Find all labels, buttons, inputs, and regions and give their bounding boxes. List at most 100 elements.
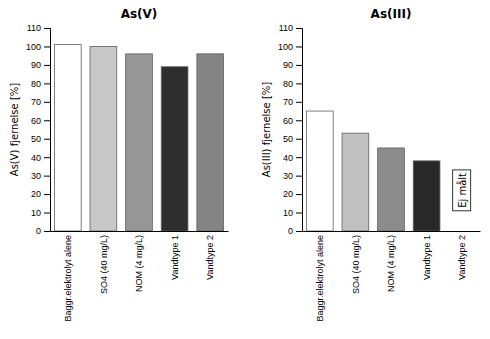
tick: 50 — [31, 134, 50, 144]
bar — [126, 54, 153, 231]
tick-mark — [296, 157, 302, 158]
tick: NOM (4 mg/L) — [134, 235, 144, 292]
tick-label: Baggr.elektrolyt alene — [63, 235, 73, 322]
tick: Baggr.elektrolyt alene — [315, 235, 325, 322]
tick: SO4 (40 mg/L) — [99, 235, 109, 294]
annotation: Ej målt — [456, 173, 468, 208]
bar — [90, 46, 117, 231]
tick: 20 — [31, 189, 50, 199]
tick-label: 60 — [283, 116, 293, 126]
tick-label: 100 — [278, 42, 293, 52]
tick-mark — [44, 102, 50, 103]
tick-mark — [44, 139, 50, 140]
bars — [54, 45, 223, 231]
tick-label: 10 — [31, 208, 41, 218]
tick: 30 — [283, 171, 302, 181]
figure: 0102030405060708090100110Baggr.elektroly… — [0, 0, 490, 339]
axis-title: As(III) fjernelse [%] — [261, 82, 272, 177]
tick-label: 10 — [283, 208, 293, 218]
tick-mark — [296, 194, 302, 195]
tick-mark — [44, 120, 50, 121]
tick-label: NOM (4 mg/L) — [386, 235, 396, 292]
tick-label: SO4 (40 mg/L) — [351, 235, 361, 294]
tick: 60 — [283, 116, 302, 126]
tick: Vandtype 1 — [170, 235, 180, 280]
title: As(V) — [121, 7, 158, 21]
tick: Baggr.elektrolyt alene — [63, 235, 73, 322]
tick: 10 — [31, 208, 50, 218]
tick-mark — [44, 157, 50, 158]
tick-label: 90 — [31, 60, 41, 70]
tick-mark — [296, 83, 302, 84]
tick-label: Vandtype 1 — [170, 235, 180, 280]
panel: 0102030405060708090100110Baggr.elektroly… — [261, 7, 481, 322]
tick-mark — [296, 213, 302, 214]
x-axis: Baggr.elektrolyt alene SO4 (40 mg/L) NOM (… — [51, 232, 229, 322]
tick-label: 80 — [283, 79, 293, 89]
tick-label: 30 — [31, 171, 41, 181]
tick-mark — [44, 83, 50, 84]
tick-label: Vandtype 2 — [205, 235, 215, 280]
bar — [413, 161, 440, 231]
tick-mark — [296, 176, 302, 177]
tick-label: 110 — [279, 23, 293, 33]
tick: Vandtype 2 — [205, 235, 215, 280]
tick-label: Baggr.elektrolyt alene — [315, 235, 325, 322]
tick-label: 0 — [288, 226, 293, 236]
bar — [378, 148, 405, 231]
tick-mark — [44, 194, 50, 195]
bar — [161, 67, 188, 231]
panel: 0102030405060708090100110Baggr.elektroly… — [9, 7, 229, 322]
tick-mark — [44, 176, 50, 177]
tick-label: 50 — [283, 134, 293, 144]
tick: 20 — [283, 189, 302, 199]
tick: 100 — [278, 42, 302, 52]
tick-label: Vandtype 1 — [422, 235, 432, 280]
tick-mark — [296, 46, 302, 47]
bar — [342, 133, 369, 231]
tick-label: 70 — [31, 97, 41, 107]
tick-label: Vandtype 2 — [457, 235, 467, 280]
tick: 110 — [27, 23, 50, 33]
tick: 30 — [31, 171, 50, 181]
tick-mark — [296, 231, 302, 232]
axis-line — [51, 231, 229, 232]
tick: 90 — [283, 60, 302, 70]
annotation-frame — [453, 170, 471, 211]
tick: Vandtype 1 — [422, 235, 432, 280]
tick: 100 — [26, 42, 50, 52]
bar — [197, 54, 224, 231]
tick-mark — [296, 139, 302, 140]
tick-mark — [296, 120, 302, 121]
tick-label: 20 — [283, 189, 293, 199]
tick-mark — [44, 213, 50, 214]
tick: Vandtype 2 — [457, 235, 467, 280]
bars — [306, 111, 440, 231]
axis-title: As(V) fjernelse [%] — [9, 83, 20, 176]
tick-label: 110 — [27, 23, 41, 33]
axis-line — [303, 231, 481, 232]
tick-label: SO4 (40 mg/L) — [99, 235, 109, 294]
tick: 80 — [283, 79, 302, 89]
tick-mark — [296, 102, 302, 103]
axis-line — [296, 29, 303, 232]
tick: 50 — [283, 134, 302, 144]
tick: 10 — [283, 208, 302, 218]
tick: 70 — [31, 97, 50, 107]
bar — [54, 45, 81, 231]
tick: 80 — [31, 79, 50, 89]
tick-mark — [296, 28, 302, 29]
tick-label: NOM (4 mg/L) — [134, 235, 144, 292]
y-axis: 0102030405060708090100110 — [26, 23, 51, 236]
x-axis: Baggr.elektrolyt alene SO4 (40 mg/L) NOM (… — [303, 232, 481, 322]
tick-label: 80 — [31, 79, 41, 89]
tick: 40 — [31, 153, 50, 163]
y-axis: 0102030405060708090100110 — [278, 23, 303, 236]
tick-mark — [296, 65, 302, 66]
tick-mark — [44, 65, 50, 66]
tick-mark — [44, 28, 50, 29]
axis-line — [44, 29, 51, 232]
tick: 0 — [36, 226, 50, 236]
tick: 0 — [288, 226, 302, 236]
tick-label: 90 — [283, 60, 293, 70]
